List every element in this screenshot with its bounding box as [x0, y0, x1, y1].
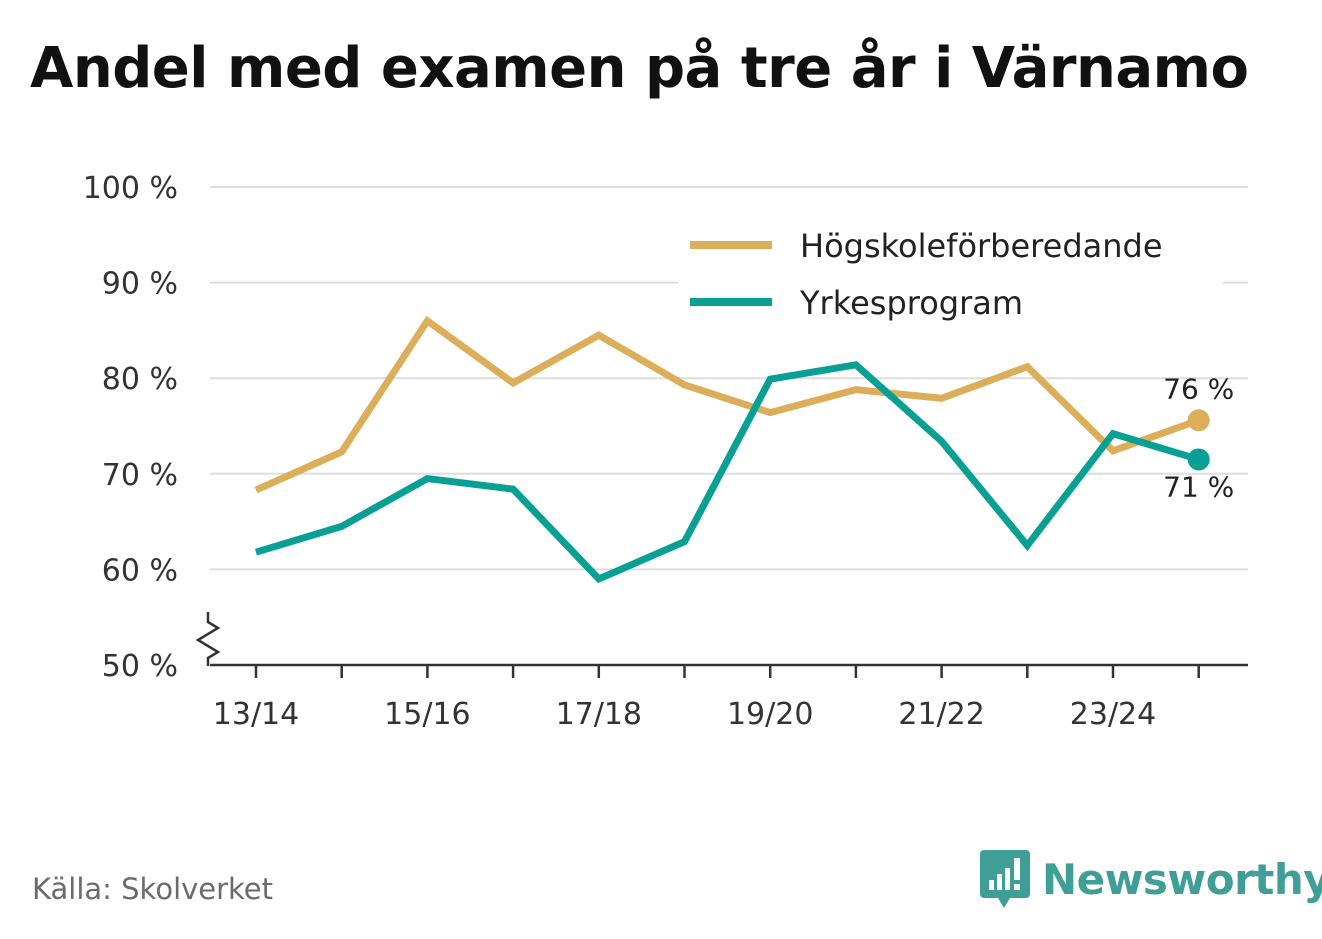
y-tick-label: 50 % [102, 649, 178, 684]
end-label-2: 71 % [1163, 470, 1234, 503]
x-tick-label: 21/22 [898, 697, 984, 732]
source-note: Källa: Skolverket [32, 872, 274, 906]
end-labels: 76 % 71 % [1163, 372, 1234, 503]
x-tick-label: 13/14 [213, 697, 299, 732]
y-tick-label: 80 % [102, 362, 178, 397]
series-line-2 [254, 361, 1200, 584]
legend-label-1: Högskoleförberedande [800, 227, 1163, 265]
y-axis-ticks: 50 % 60 % 70 % 80 % 90 % 100 % [83, 171, 178, 684]
x-tick-label: 15/16 [384, 697, 470, 732]
brand-logo: Newsworthy [980, 850, 1322, 908]
end-point-2 [1187, 448, 1210, 471]
brand-name: Newsworthy [1042, 854, 1322, 904]
x-tick-label: 23/24 [1070, 697, 1156, 732]
x-axis-ticks: 13/14 15/16 17/18 19/20 21/22 23/24 [213, 665, 1200, 732]
bar-chart-speech-bubble-icon [980, 850, 1030, 908]
chart-title: Andel med examen på tre år i Värnamo [30, 36, 1249, 101]
y-tick-label: 100 % [83, 171, 178, 206]
series-line-1 [254, 315, 1200, 494]
legend-label-2: Yrkesprogram [799, 284, 1023, 322]
x-tick-label: 19/20 [727, 697, 813, 732]
legend-background [678, 212, 1223, 337]
y-tick-label: 90 % [102, 267, 178, 302]
end-label-1: 76 % [1163, 372, 1234, 405]
series-lines [254, 315, 1210, 584]
axes [195, 612, 1248, 667]
y-tick-label: 70 % [102, 458, 178, 493]
axis-break-icon [195, 612, 221, 666]
x-tick-label: 17/18 [556, 697, 642, 732]
legend: Högskoleförberedande Yrkesprogram [678, 212, 1223, 337]
y-tick-label: 60 % [102, 553, 178, 588]
end-point-1 [1187, 409, 1210, 432]
